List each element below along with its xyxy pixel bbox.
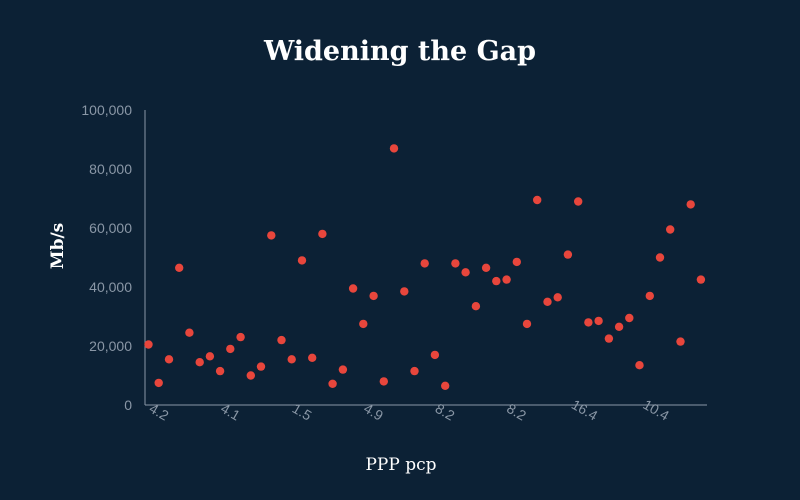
data-point — [348, 284, 358, 293]
data-point — [686, 200, 695, 209]
data-point — [563, 250, 573, 259]
data-point — [676, 337, 685, 346]
x-tick-label: 4.1 — [218, 400, 243, 424]
data-point — [328, 379, 337, 388]
x-tick-label: 8.2 — [433, 400, 458, 424]
data-point — [185, 328, 194, 337]
data-point — [645, 291, 654, 301]
data-point — [543, 297, 552, 306]
y-tick-label: 60,000 — [89, 220, 132, 236]
y-tick-label: 80,000 — [89, 161, 132, 177]
x-tick-label: 1.5 — [290, 400, 315, 424]
data-point — [256, 362, 266, 371]
x-tick-label: 10.4 — [640, 396, 672, 424]
data-point — [533, 195, 542, 205]
data-point — [666, 225, 675, 234]
data-point — [522, 319, 532, 329]
data-point — [614, 322, 624, 331]
data-point — [574, 197, 583, 206]
data-point — [635, 361, 644, 370]
data-point — [215, 366, 225, 376]
data-point — [164, 355, 174, 364]
x-tick-label: 8.2 — [504, 400, 529, 424]
data-point — [369, 291, 378, 301]
y-tick-label: 20,000 — [89, 338, 132, 354]
data-point — [267, 231, 276, 240]
data-point — [604, 334, 614, 343]
data-point — [441, 381, 450, 390]
data-point — [451, 259, 460, 268]
data-point — [400, 287, 409, 296]
y-tick-label: 100,000 — [81, 102, 132, 118]
data-point — [594, 316, 603, 326]
data-point — [205, 352, 215, 361]
x-axis: 4.2 4.1 1.5 4.9 8.2 8.2 16.4 10.4 — [145, 396, 707, 424]
y-tick-label: 40,000 — [89, 279, 132, 295]
data-point — [512, 257, 521, 267]
data-point — [389, 144, 399, 153]
data-point — [318, 229, 327, 239]
data-point — [308, 353, 317, 362]
data-point — [461, 268, 470, 277]
data-point — [553, 293, 562, 302]
data-point — [287, 355, 296, 364]
data-point — [502, 275, 511, 284]
y-axis-label: Mb/s — [48, 223, 68, 269]
data-point — [359, 319, 368, 329]
x-tick-label: 4.2 — [147, 400, 172, 424]
data-point — [430, 350, 440, 360]
data-point — [584, 318, 593, 327]
x-axis-label: PPP pcp — [365, 455, 436, 475]
y-tick-label: 0 — [124, 397, 132, 413]
data-points — [144, 144, 706, 390]
y-axis: 0 20,000 40,000 60,000 80,000 100,000 — [81, 102, 146, 413]
x-tick-label: 16.4 — [569, 396, 601, 424]
data-point — [226, 344, 235, 354]
data-point — [410, 366, 419, 376]
chart-title: Widening the Gap — [263, 36, 537, 67]
data-point — [625, 313, 634, 323]
data-point — [195, 358, 204, 367]
data-point — [236, 332, 245, 342]
data-point — [154, 378, 163, 388]
data-point — [471, 302, 481, 311]
data-point — [338, 365, 348, 374]
data-point — [481, 263, 491, 272]
data-point — [277, 335, 286, 345]
data-point — [696, 275, 706, 284]
data-point — [420, 259, 429, 268]
data-point — [297, 256, 307, 265]
data-point — [144, 340, 153, 349]
data-point — [492, 276, 501, 286]
data-point — [246, 371, 255, 380]
data-point — [655, 253, 665, 262]
data-point — [379, 377, 388, 386]
data-point — [175, 263, 184, 272]
x-tick-label: 4.9 — [361, 400, 386, 424]
